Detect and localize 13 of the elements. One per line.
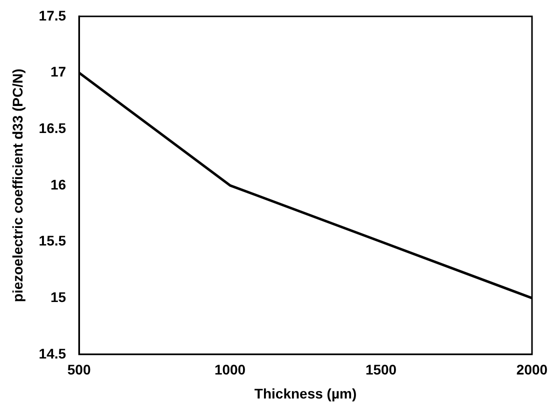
y-tick-label: 15 bbox=[50, 288, 66, 305]
y-tick-label: 17.5 bbox=[38, 7, 66, 24]
x-tick-label: 2000 bbox=[516, 362, 548, 378]
y-tick-label: 16.5 bbox=[38, 120, 66, 136]
x-tick-label: 1500 bbox=[365, 362, 397, 378]
x-axis-title: Thickness (µm) bbox=[254, 385, 357, 402]
x-tick-label: 1000 bbox=[214, 362, 246, 378]
y-tick-label: 15.5 bbox=[38, 232, 66, 249]
y-axis-title: piezoelectric coefficient d33 (PC/N) bbox=[9, 68, 26, 302]
y-tick-label: 17 bbox=[50, 64, 66, 80]
y-tick-label: 16 bbox=[50, 176, 66, 192]
y-tick-label: 14.5 bbox=[38, 345, 66, 362]
x-tick-label: 500 bbox=[67, 362, 91, 378]
